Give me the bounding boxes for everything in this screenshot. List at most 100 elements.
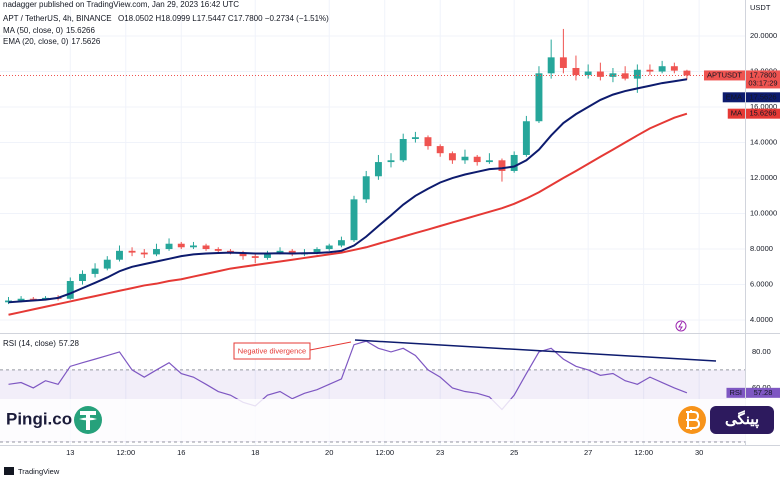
candle-body bbox=[535, 73, 543, 122]
axis-tag bbox=[746, 70, 780, 89]
rsi-tick-label: 60.00 bbox=[752, 383, 771, 392]
candle-body bbox=[239, 252, 247, 257]
candle-body bbox=[214, 249, 222, 251]
axis-tag bbox=[746, 387, 780, 398]
candle-body bbox=[251, 256, 259, 258]
candle-body bbox=[128, 250, 136, 253]
tag-name-box bbox=[703, 70, 745, 81]
tether-glyph bbox=[79, 411, 97, 430]
candle-body bbox=[473, 156, 481, 163]
x-tick-label: 13 bbox=[66, 448, 74, 457]
candle-body bbox=[510, 154, 518, 171]
axes: USDT 4.0000 6.0000 8.0000 10.0000 12.0000 14.0… bbox=[3, 3, 780, 457]
candle-body bbox=[79, 273, 86, 282]
candle-body bbox=[498, 160, 506, 171]
x-tick-label: 27 bbox=[584, 448, 592, 457]
y-tick-label: 12.0000 bbox=[750, 173, 777, 182]
x-tick-label: 30 bbox=[695, 448, 703, 457]
ohlc: O18.0502 H18.0999 L17.5447 C17.7800 −0.2… bbox=[118, 14, 329, 23]
brand-left: Pingi.co bbox=[6, 409, 72, 428]
x-tick-label: 16 bbox=[177, 448, 185, 457]
candle-body bbox=[522, 121, 530, 155]
legend-name: EMA (20, close, 0) bbox=[3, 37, 69, 46]
tag-name: EMA bbox=[726, 92, 742, 101]
candle-body bbox=[670, 66, 678, 71]
candle-body bbox=[116, 250, 123, 260]
divergence-line bbox=[354, 339, 717, 362]
y-tick-label: 8.0000 bbox=[750, 244, 773, 253]
candle-body bbox=[190, 245, 197, 248]
annotation-box bbox=[233, 342, 311, 360]
tag-name-box bbox=[726, 387, 745, 398]
legend-name: RSI (14, close) bbox=[3, 339, 56, 348]
candle-body bbox=[658, 66, 666, 72]
axis-unit: USDT bbox=[750, 3, 771, 12]
x-tick-label: 23 bbox=[436, 448, 444, 457]
candle-body bbox=[485, 160, 493, 163]
candle-body bbox=[424, 137, 432, 147]
x-tick-label: 18 bbox=[251, 448, 259, 457]
footer: TradingView bbox=[18, 467, 60, 476]
candle-body bbox=[263, 252, 271, 258]
publisher: nadagger published on TradingView.com, J… bbox=[3, 0, 239, 9]
tag-name: APTUSDT bbox=[707, 70, 742, 79]
x-tick-label: 12:00 bbox=[634, 448, 653, 457]
tag-name: MA bbox=[731, 109, 742, 118]
candle-body bbox=[177, 243, 185, 248]
candle-body bbox=[448, 153, 456, 161]
candle-body bbox=[29, 298, 37, 300]
event-icon[interactable] bbox=[675, 320, 687, 332]
axis-tag-value: 17.7800 bbox=[749, 70, 776, 79]
axis-tag-value: 15.6266 bbox=[749, 109, 776, 118]
candle-body bbox=[584, 71, 592, 76]
candle-body bbox=[547, 57, 555, 74]
y-tick-label: 6.0000 bbox=[750, 280, 773, 289]
axis-tag-countdown: 03:17:29 bbox=[748, 78, 777, 87]
grid bbox=[0, 0, 745, 445]
brand-right: پینگی bbox=[725, 410, 759, 429]
candle-body bbox=[350, 199, 358, 241]
candle-body bbox=[461, 156, 469, 161]
rsi-line bbox=[8, 340, 688, 411]
indicator-line bbox=[8, 78, 688, 304]
legend-value: 17.5626 bbox=[71, 37, 100, 46]
legend-value: 57.28 bbox=[59, 339, 80, 348]
annotation-arrow bbox=[309, 341, 352, 351]
tag-name-box bbox=[722, 92, 745, 103]
candle-body bbox=[325, 245, 333, 250]
candle-body bbox=[411, 137, 419, 139]
candle-body bbox=[374, 162, 382, 177]
x-tick-label: 20 bbox=[325, 448, 333, 457]
candle-body bbox=[91, 268, 99, 274]
candle-body bbox=[646, 69, 654, 72]
axis-tag-value: 57.28 bbox=[754, 388, 773, 397]
watermark-strip bbox=[0, 399, 780, 441]
price-pane bbox=[0, 28, 745, 316]
x-tick-label: 25 bbox=[510, 448, 518, 457]
legend-name: MA (50, close, 0) bbox=[3, 26, 63, 35]
tv-logo bbox=[4, 467, 14, 475]
candle-body bbox=[66, 281, 74, 299]
axis-tag bbox=[746, 108, 780, 119]
indicator-line bbox=[8, 112, 688, 316]
candle-body bbox=[17, 298, 25, 301]
candle-body bbox=[572, 67, 580, 76]
candle-body bbox=[202, 245, 210, 250]
x-tick-label: 12:00 bbox=[375, 448, 394, 457]
candle-body bbox=[621, 73, 629, 79]
y-tick-label: 10.0000 bbox=[750, 209, 777, 218]
candle-body bbox=[683, 70, 691, 76]
rsi-tick-label: 80.00 bbox=[752, 347, 771, 356]
bitcoin-glyph bbox=[686, 410, 701, 430]
legend-value: 15.6266 bbox=[66, 26, 95, 35]
y-tick-label: 20.0000 bbox=[750, 31, 777, 40]
tag-name: RSI bbox=[729, 388, 742, 397]
candle-body bbox=[140, 252, 148, 255]
axis-tag bbox=[746, 92, 780, 103]
candle-body bbox=[362, 176, 370, 200]
candle-body bbox=[559, 57, 567, 68]
candle-body bbox=[276, 250, 284, 253]
x-tick-label: 12:00 bbox=[116, 448, 135, 457]
candle-body bbox=[387, 160, 395, 163]
y-tick-label: 14.0000 bbox=[750, 138, 777, 147]
